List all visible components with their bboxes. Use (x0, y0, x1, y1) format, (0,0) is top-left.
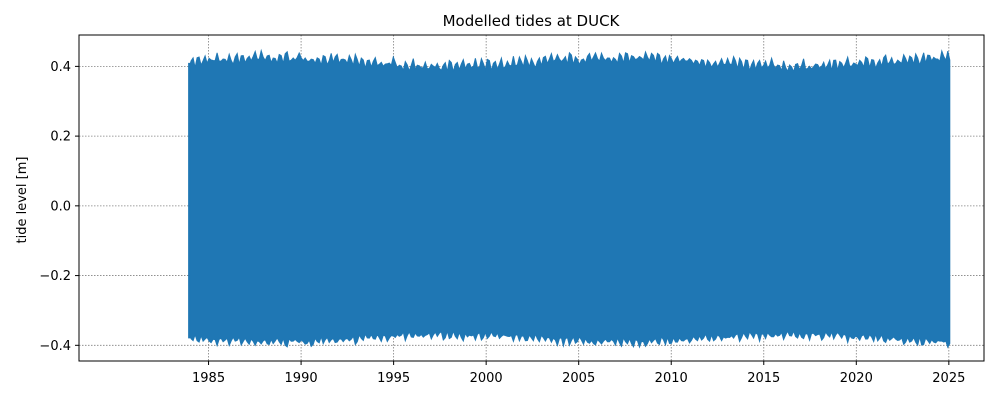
x-tick-label: 2000 (470, 371, 503, 386)
x-tick-label: 1995 (377, 371, 410, 386)
chart-title: Modelled tides at DUCK (443, 12, 621, 30)
plot-frame (78, 34, 985, 362)
x-tick-label: 2025 (932, 371, 965, 386)
x-tick-label: 2005 (562, 371, 595, 386)
x-tick-label: 2020 (840, 371, 873, 386)
x-tick-label: 1990 (285, 371, 318, 386)
y-tick-label: 0.2 (50, 130, 71, 145)
y-axis-label: tide level [m] (15, 157, 30, 244)
y-tick-label: 0.4 (50, 60, 71, 75)
tide-series (188, 48, 951, 349)
y-tick-label: −0.2 (39, 269, 71, 284)
x-tick-label: 1985 (192, 371, 225, 386)
x-tick-label: 2015 (747, 371, 780, 386)
y-tick-label: −0.4 (39, 339, 71, 354)
tide-line (188, 48, 951, 349)
x-tick-label: 2010 (655, 371, 688, 386)
axis-ticks: 1985 1990 1995 2000 2005 2010 2015 2020 2025 −0.4… (39, 60, 965, 386)
y-tick-label: 0.0 (50, 199, 71, 214)
